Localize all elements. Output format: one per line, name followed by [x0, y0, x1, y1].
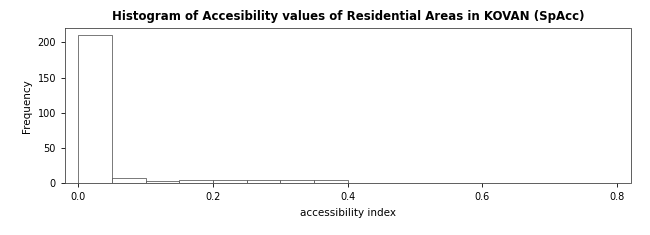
Bar — [247, 180, 280, 183]
Bar — [213, 180, 247, 183]
Bar — [179, 180, 213, 183]
Bar — [112, 178, 146, 183]
Y-axis label: Frequency: Frequency — [22, 79, 32, 133]
Title: Histogram of Accesibility values of Residential Areas in KOVAN (SpAcc): Histogram of Accesibility values of Resi… — [112, 10, 584, 23]
Bar — [314, 180, 348, 183]
Bar — [79, 35, 112, 183]
Bar — [146, 181, 179, 183]
Bar — [280, 180, 314, 183]
X-axis label: accessibility index: accessibility index — [300, 208, 396, 218]
